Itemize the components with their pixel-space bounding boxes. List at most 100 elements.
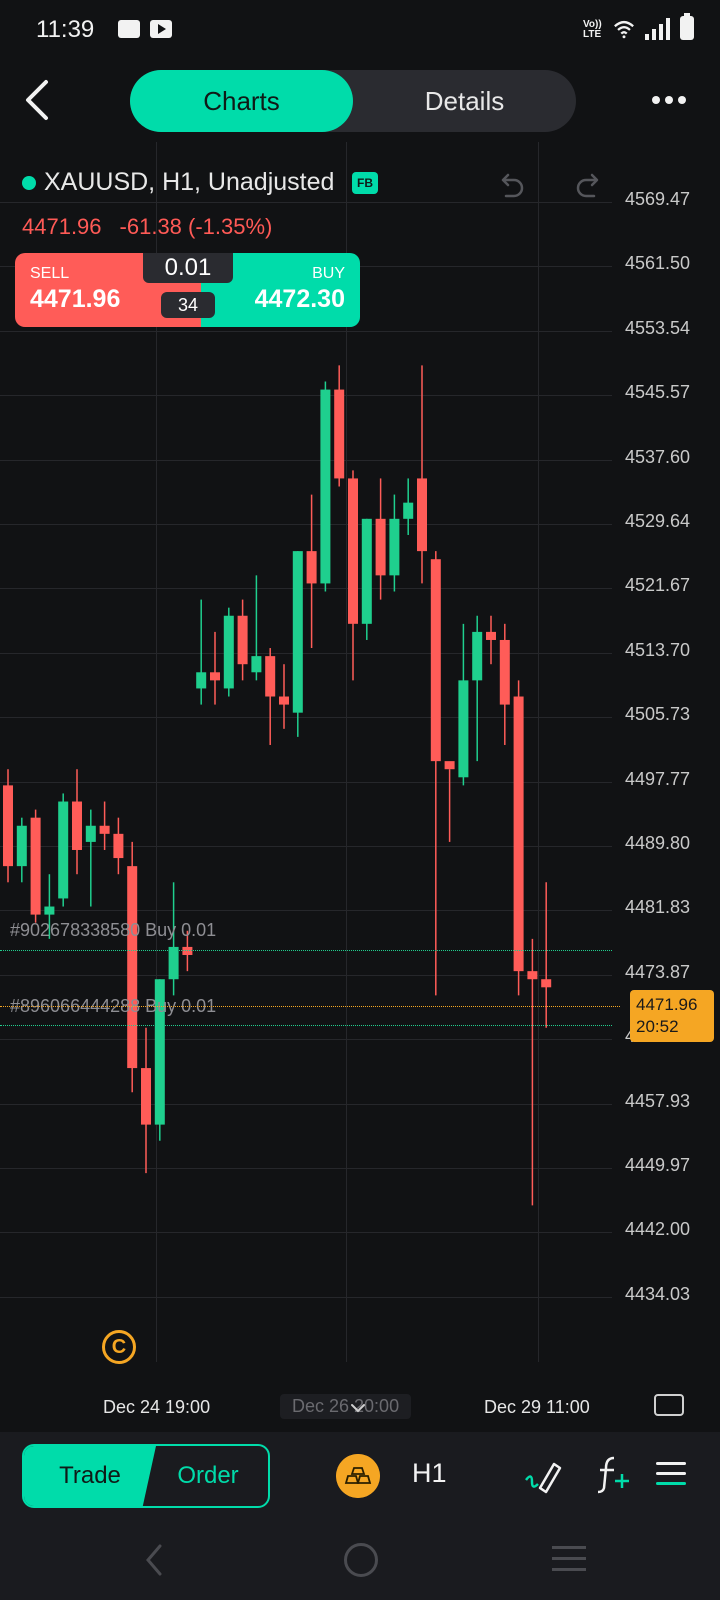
candle-body — [279, 696, 289, 705]
price-axis-label: 4449.97 — [625, 1155, 691, 1175]
nav-recents-icon[interactable] — [552, 1546, 586, 1572]
sell-label: SELL — [30, 265, 70, 282]
price-axis-label: 4505.73 — [625, 704, 691, 725]
candle-body — [541, 979, 552, 988]
candle-body — [527, 971, 538, 980]
candle-body — [44, 906, 55, 915]
back-arrow-icon[interactable] — [20, 78, 60, 122]
candle-body — [99, 825, 110, 834]
order-line[interactable] — [0, 950, 612, 951]
price-axis-label: 4473.87 — [625, 961, 691, 982]
candle-body — [265, 656, 276, 697]
gold-bars-icon[interactable] — [336, 1454, 380, 1498]
price-axis-label: 4537.60 — [625, 446, 691, 467]
fb-badge: FB — [352, 172, 378, 194]
grid-line — [0, 781, 612, 783]
grid-line — [0, 1039, 612, 1041]
indicators-icon[interactable] — [594, 1454, 630, 1494]
nav-back-icon[interactable] — [140, 1540, 170, 1580]
copyright-icon[interactable]: C — [102, 1330, 136, 1364]
price-axis-label: 4521.67 — [625, 575, 691, 596]
candle-body — [403, 502, 414, 519]
price-axis-label: 4529.64 — [625, 511, 691, 531]
grid-line — [0, 524, 612, 525]
candle-body — [72, 801, 82, 850]
grid-line — [0, 717, 612, 719]
candle-body — [85, 825, 96, 842]
tab-details[interactable]: Details — [424, 85, 505, 116]
timeframe-selector[interactable]: H1 — [412, 1458, 447, 1488]
candle-body — [375, 518, 386, 576]
candle-body — [127, 866, 138, 1069]
candle-body — [499, 639, 510, 705]
more-options-icon[interactable] — [652, 96, 686, 104]
candle-body — [444, 761, 455, 770]
candle-body — [58, 801, 69, 899]
candle-body — [210, 672, 220, 681]
candle-body — [348, 478, 358, 624]
candle-body — [251, 656, 262, 673]
current-price-line — [0, 1006, 620, 1007]
grid-line — [0, 974, 612, 976]
tab-trade[interactable]: Trade — [24, 1446, 156, 1506]
price-axis-label: 4545.57 — [625, 382, 691, 403]
battery-icon — [680, 13, 694, 40]
buy-label: BUY — [312, 265, 345, 282]
chevron-down-icon[interactable] — [350, 1403, 366, 1413]
lot-size-input[interactable]: 0.01 — [143, 253, 233, 283]
candle-body — [196, 672, 207, 689]
candle-body — [223, 615, 234, 689]
status-bar: 11:39 Vo)) LTE — [0, 0, 720, 60]
candle-body — [141, 1068, 151, 1125]
drawing-tools-icon[interactable] — [524, 1458, 564, 1494]
fullscreen-icon[interactable] — [654, 1394, 684, 1416]
candle-body — [292, 551, 303, 713]
price-axis-label: 4569.47 — [625, 189, 691, 209]
price-axis-label: 4513.70 — [625, 639, 691, 660]
market-open-dot — [22, 175, 36, 190]
signal-icon — [645, 18, 670, 40]
price-axis-label: 4442.00 — [625, 1219, 691, 1240]
candle-body — [430, 559, 441, 762]
time-label: Dec 29 11:00 — [484, 1397, 590, 1417]
tab-charts[interactable]: Charts — [130, 70, 353, 132]
price-change: -61.38 (-1.35%) — [119, 214, 273, 239]
price-axis-label: 4489.80 — [625, 833, 691, 853]
grid-line-vertical — [538, 142, 539, 1362]
redo-icon[interactable] — [574, 170, 604, 200]
candle-countdown: 20:52 — [636, 1017, 679, 1036]
candle-body — [389, 518, 400, 576]
candle-body — [486, 631, 496, 640]
sell-button[interactable]: SELL 4471.96 — [15, 253, 159, 327]
tab-order[interactable]: Order — [177, 1462, 239, 1489]
symbol-header[interactable]: XAUUSD, H1, Unadjusted — [22, 168, 334, 197]
price-axis-label: 4561.50 — [625, 253, 691, 274]
current-price-value: 4471.96 — [636, 995, 698, 1014]
nav-home-icon[interactable] — [344, 1543, 378, 1577]
candle-body — [472, 631, 483, 681]
grid-line — [0, 1103, 612, 1105]
candle-body — [458, 680, 469, 778]
order-label[interactable]: #902678338580 Buy 0.01 — [10, 920, 217, 940]
menu-icon[interactable] — [656, 1462, 686, 1488]
grid-line — [0, 846, 612, 847]
price-axis-label: 4553.54 — [625, 317, 691, 338]
gallery-notification-icon — [118, 20, 140, 38]
undo-icon[interactable] — [496, 170, 526, 200]
trade-order-switch: Trade Order — [22, 1444, 270, 1508]
grid-line — [0, 910, 612, 912]
chart-area[interactable] — [0, 142, 720, 1400]
price-axis-label: 4457.93 — [625, 1090, 691, 1111]
view-tabs: Charts Details — [130, 70, 576, 132]
candle-body — [3, 785, 13, 867]
grid-line — [0, 395, 612, 397]
price-axis-label: 4481.83 — [625, 897, 691, 918]
order-line[interactable] — [0, 1025, 612, 1026]
grid-line — [0, 652, 612, 654]
grid-line — [0, 1168, 612, 1169]
current-price-marker: 4471.96 20:52 — [630, 990, 714, 1042]
price-axis-label: 4434.03 — [625, 1283, 691, 1304]
youtube-notification-icon — [150, 20, 172, 38]
grid-line — [0, 1296, 612, 1298]
